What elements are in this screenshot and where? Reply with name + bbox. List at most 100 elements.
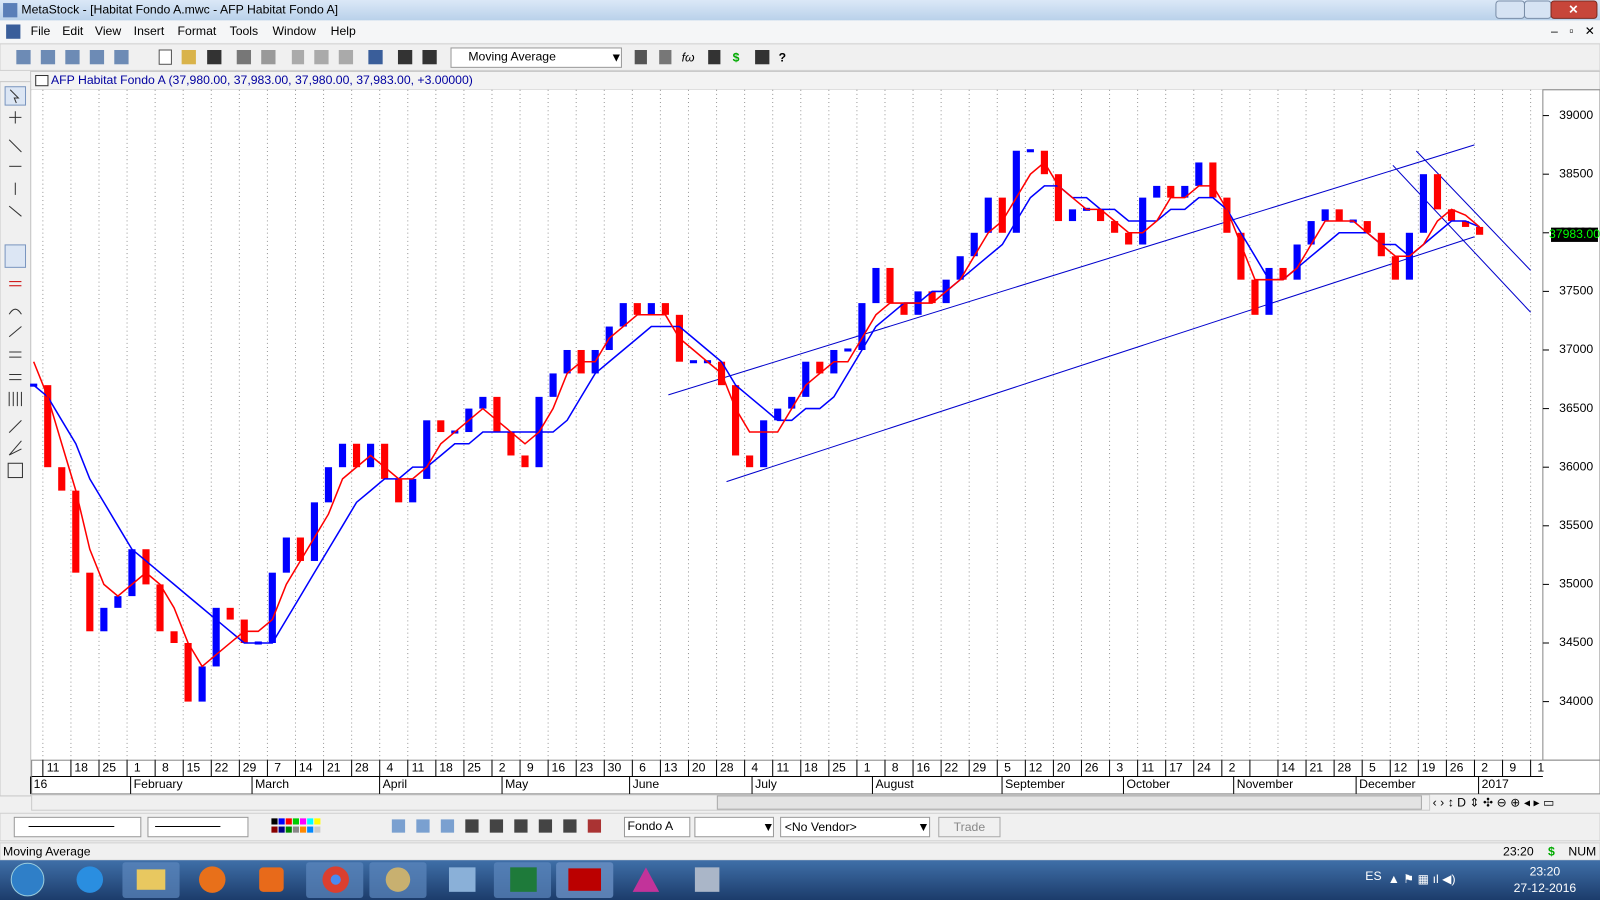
x-tick-label: 21 — [1309, 761, 1323, 775]
candle — [352, 443, 361, 468]
month-label: December — [1359, 777, 1415, 791]
status-bar — [0, 842, 1600, 861]
indicator-dropdown-text: Moving Average — [468, 49, 556, 63]
month-label: July — [755, 777, 778, 791]
mdi-close[interactable]: ✕ — [1585, 24, 1595, 38]
taskbar — [0, 860, 1600, 900]
exchange-select[interactable] — [694, 816, 774, 838]
x-tick-label: 12 — [1029, 761, 1043, 775]
x-tick-label: 2 — [499, 761, 506, 775]
y-tick-label: 38500 — [1559, 166, 1593, 180]
vendor-select[interactable] — [780, 816, 931, 838]
minimize-button[interactable] — [1495, 0, 1525, 19]
y-tick-label: 39000 — [1559, 108, 1593, 122]
candle — [858, 303, 866, 350]
candle — [409, 478, 417, 503]
x-tick-label: 9 — [527, 761, 534, 775]
candle — [563, 349, 571, 374]
moving-average-line — [33, 185, 1480, 644]
x-tick-label: 22 — [945, 761, 959, 775]
menu-item[interactable]: Window — [272, 24, 316, 38]
x-tick-label: 7 — [274, 761, 281, 775]
x-tick-label: 19 — [1422, 761, 1436, 775]
candle — [395, 478, 403, 503]
candle — [493, 396, 501, 433]
candle — [1279, 267, 1287, 280]
x-tick-label: 1 — [1537, 761, 1544, 775]
candle — [689, 360, 698, 364]
menu-item[interactable]: Edit — [62, 24, 84, 38]
maximize-button[interactable] — [1523, 0, 1552, 19]
x-tick-label: 18 — [74, 761, 88, 775]
x-tick-label: 29 — [243, 761, 257, 775]
candle — [1476, 226, 1484, 235]
menu-item[interactable]: Tools — [230, 24, 259, 38]
candle — [156, 584, 164, 632]
trade-button[interactable] — [938, 816, 1001, 838]
candle — [886, 267, 894, 304]
x-tick-label: 23 — [580, 761, 594, 775]
status-text: Moving Average — [3, 844, 91, 858]
security-field[interactable] — [623, 816, 691, 838]
window-title: MetaStock - [Habitat Fondo A.mwc - AFP H… — [21, 2, 338, 16]
indicator-dropdown[interactable] — [450, 47, 622, 68]
candle — [1096, 209, 1105, 222]
x-tick-label: 25 — [832, 761, 846, 775]
candle — [268, 572, 276, 643]
y-tick-label: 37500 — [1559, 284, 1593, 298]
menu-item[interactable]: Help — [331, 24, 356, 38]
x-tick-label: 8 — [162, 761, 169, 775]
drawing-tools — [4, 86, 27, 479]
candle — [1419, 174, 1428, 233]
candle — [788, 396, 796, 409]
close-button[interactable] — [1550, 0, 1598, 19]
candle — [212, 607, 220, 667]
tool-panel — [0, 81, 32, 797]
x-tick-label: 22 — [215, 761, 229, 775]
status-num: NUM — [1568, 844, 1596, 858]
start-button[interactable] — [10, 862, 45, 897]
candle — [1026, 149, 1034, 153]
candle — [1307, 221, 1315, 245]
title-bar — [0, 0, 1600, 21]
x-tick-label: 6 — [639, 761, 646, 775]
candle — [100, 607, 108, 632]
tray-time: 23:20 — [1530, 865, 1561, 879]
x-tick-label: 25 — [467, 761, 481, 775]
x-tick-label: 25 — [102, 761, 116, 775]
candle — [282, 537, 290, 573]
y-tick-label: 36000 — [1559, 459, 1593, 473]
candle — [1153, 185, 1161, 198]
candle — [760, 420, 768, 468]
color-palette[interactable] — [271, 818, 321, 833]
mdi-restore[interactable]: ▫ — [1569, 24, 1573, 38]
menu-item[interactable]: Insert — [134, 24, 165, 38]
candle — [198, 666, 206, 702]
candle — [984, 197, 992, 233]
month-label: 2017 — [1482, 777, 1509, 791]
status-time: 23:20 — [1503, 844, 1534, 858]
month-label: September — [1005, 777, 1065, 791]
x-tick-label: 2 — [1229, 761, 1236, 775]
price-marker-label: 37983.00 — [1549, 227, 1600, 241]
candle — [437, 420, 445, 433]
candle — [732, 385, 740, 456]
candle — [844, 348, 852, 352]
taskbar-apps[interactable] — [76, 862, 720, 898]
candle — [86, 572, 94, 632]
x-tick-label: 5 — [1004, 761, 1011, 775]
candle — [1251, 279, 1259, 315]
menu-item[interactable]: Format — [178, 24, 217, 38]
menu-item[interactable]: View — [95, 24, 121, 38]
x-tick-label: 20 — [692, 761, 706, 775]
candle — [1391, 256, 1399, 280]
candle — [802, 361, 810, 397]
scroll-thumb[interactable] — [716, 795, 1422, 810]
mdi-min[interactable]: – — [1551, 24, 1558, 38]
x-tick-label: 18 — [804, 761, 818, 775]
menu-bar — [0, 20, 1600, 43]
x-tick-label: 5 — [1369, 761, 1376, 775]
month-label: April — [383, 777, 407, 791]
menu-item[interactable]: File — [31, 24, 51, 38]
